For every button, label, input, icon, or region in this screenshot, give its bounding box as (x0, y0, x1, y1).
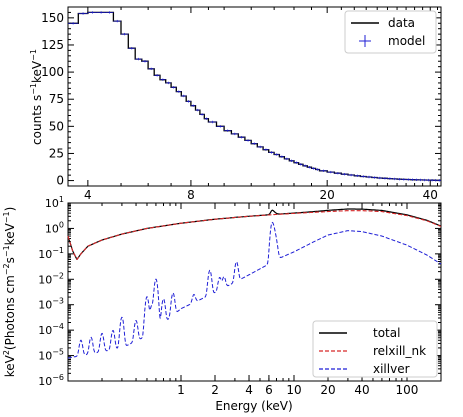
bottom-y-tick-label: 10−6 (38, 373, 64, 388)
bottom-ticks: 1 2 4 6 10 20 40 100 10−6 10−5 10−4 10−3 10−2 10−1 100… (38, 195, 442, 397)
top-y-tick-label: 50 (49, 119, 64, 133)
bottom-x-tick-label: 20 (320, 383, 335, 397)
bottom-panel: 1 2 4 6 10 20 40 100 10−6 10−5 10−4 10−3 10−2 10−1 100… (2, 195, 442, 413)
legend-model-label: model (388, 34, 425, 48)
top-legend-box (344, 10, 437, 54)
top-y-tick-label: 125 (41, 38, 64, 52)
top-x-tick-label: 4 (84, 188, 92, 202)
top-y-tick-label: 0 (56, 174, 64, 188)
top-y-tick-label: 25 (49, 146, 64, 160)
bottom-plot-frame (67, 202, 442, 382)
series-xillver-line (68, 221, 442, 359)
bottom-y-tick-label: 10−5 (38, 348, 64, 363)
top-y-tick-label: 100 (41, 65, 64, 79)
legend-total-label: total (373, 326, 400, 340)
bottom-y-tick-label: 10−1 (38, 246, 64, 261)
legend-data-label: data (388, 16, 415, 30)
top-x-tick-label: 8 (187, 188, 195, 202)
bottom-x-tick-label: 40 (354, 383, 369, 397)
bottom-y-tick-label: 10−4 (38, 322, 64, 337)
bottom-x-tick-label: 6 (265, 383, 273, 397)
bottom-x-tick-label: 4 (245, 383, 253, 397)
bottom-y-tick-label: 10−3 (38, 297, 64, 312)
top-y-axis-label: counts s−1keV−1 (29, 49, 44, 145)
top-x-tick-label: 40 (423, 188, 438, 202)
bottom-x-tick-label: 10 (286, 383, 301, 397)
bottom-x-axis-label: Energy (keV) (215, 399, 292, 413)
bottom-y-tick-label: 100 (45, 220, 64, 235)
bottom-y-tick-label: 101 (45, 195, 64, 210)
legend-xillver-label: xillver (373, 362, 410, 376)
legend-relxill-label: relxill_nk (373, 344, 426, 358)
bottom-x-tick-label: 2 (211, 383, 219, 397)
bottom-y-tick-label: 10−2 (38, 271, 64, 286)
bottom-legend-box (312, 320, 438, 378)
bottom-data (67, 208, 442, 359)
top-data (68, 11, 441, 182)
top-ticks: 4 8 20 40 0 25 50 75 100 125 150 (41, 7, 441, 202)
top-plot-frame (67, 6, 442, 187)
bottom-legend: total relxill_nk xillver (312, 320, 438, 378)
top-y-tick-label: 75 (49, 92, 64, 106)
top-legend: data model (344, 10, 437, 54)
top-y-tick-label: 150 (41, 11, 64, 25)
bottom-x-tick-label: 1 (177, 383, 185, 397)
bottom-y-axis-label: keV2(Photons cm−2s−1keV−1) (2, 207, 17, 378)
top-panel: 4 8 20 40 0 25 50 75 100 125 150 counts s−1keV−1 d… (29, 6, 442, 202)
bottom-x-tick-label: 100 (396, 383, 419, 397)
top-x-tick-label: 20 (320, 188, 335, 202)
series-relxill-nk-line (67, 210, 442, 260)
